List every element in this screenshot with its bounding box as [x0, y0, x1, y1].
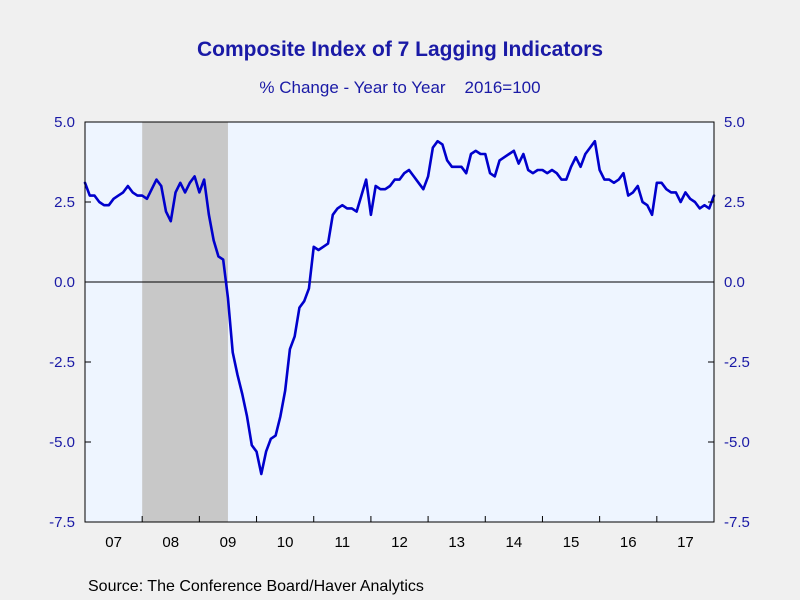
y-tick-label-left: 2.5: [54, 194, 75, 211]
x-tick-label: 16: [620, 534, 637, 551]
source-note: Source: The Conference Board/Haver Analy…: [88, 578, 424, 595]
y-tick-label-right: 2.5: [724, 194, 745, 211]
y-tick-label-right: -7.5: [724, 514, 750, 531]
y-tick-label-right: 5.0: [724, 114, 745, 131]
y-tick-label-left: 5.0: [54, 114, 75, 131]
y-tick-label-right: 0.0: [724, 274, 745, 291]
plot-frame: [84, 121, 715, 523]
x-tick-label: 15: [563, 534, 580, 551]
x-tick-label: 10: [277, 534, 294, 551]
y-tick-label-left: 0.0: [54, 274, 75, 291]
y-tick-label-left: -5.0: [49, 434, 75, 451]
y-tick-label-left: -7.5: [49, 514, 75, 531]
recession-shading: [142, 122, 228, 522]
x-tick-label: 08: [162, 534, 179, 551]
series-line-0: [83, 139, 716, 476]
y-tick-label-right: -5.0: [724, 434, 750, 451]
chart-title: Composite Index of 7 Lagging Indicators: [196, 38, 604, 61]
x-tick-label: 14: [506, 534, 523, 551]
x-tick-label: 09: [220, 534, 237, 551]
x-tick-label: 11: [335, 534, 351, 551]
y-tick-label-left: -2.5: [49, 354, 75, 371]
x-tick-label: 13: [448, 534, 465, 551]
x-tick-label: 17: [677, 534, 694, 551]
chart-subtitle: % Change - Year to Year 2016=100: [259, 78, 541, 97]
x-tick-label: 12: [391, 534, 408, 551]
x-tick-label: 07: [105, 534, 122, 551]
y-tick-label-right: -2.5: [724, 354, 750, 371]
